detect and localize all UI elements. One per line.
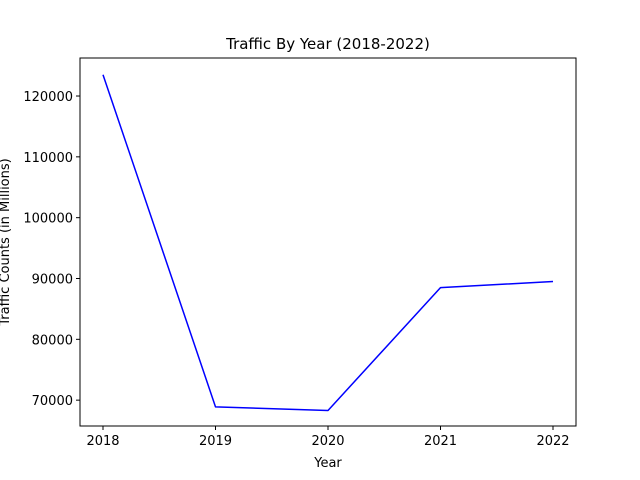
y-tick-label: 100000 [23,212,73,227]
x-tick-label: 2019 [199,434,232,449]
plot-area [80,58,576,426]
x-tick-label: 2020 [311,434,344,449]
x-tick-label: 2021 [424,434,457,449]
y-tick-label: 120000 [23,90,73,105]
x-tick-label: 2018 [86,434,119,449]
y-tick-label: 80000 [32,333,73,348]
x-axis-label: Year [313,456,342,471]
y-tick-label: 90000 [32,272,73,287]
x-tick-label: 2022 [536,434,569,449]
y-tick-label: 110000 [23,151,73,166]
series-line-0 [102,74,554,412]
y-axis-label: Traffic Counts (in Millions) [0,158,13,326]
chart-title: Traffic By Year (2018-2022) [225,35,430,53]
y-tick-label: 70000 [32,394,73,409]
